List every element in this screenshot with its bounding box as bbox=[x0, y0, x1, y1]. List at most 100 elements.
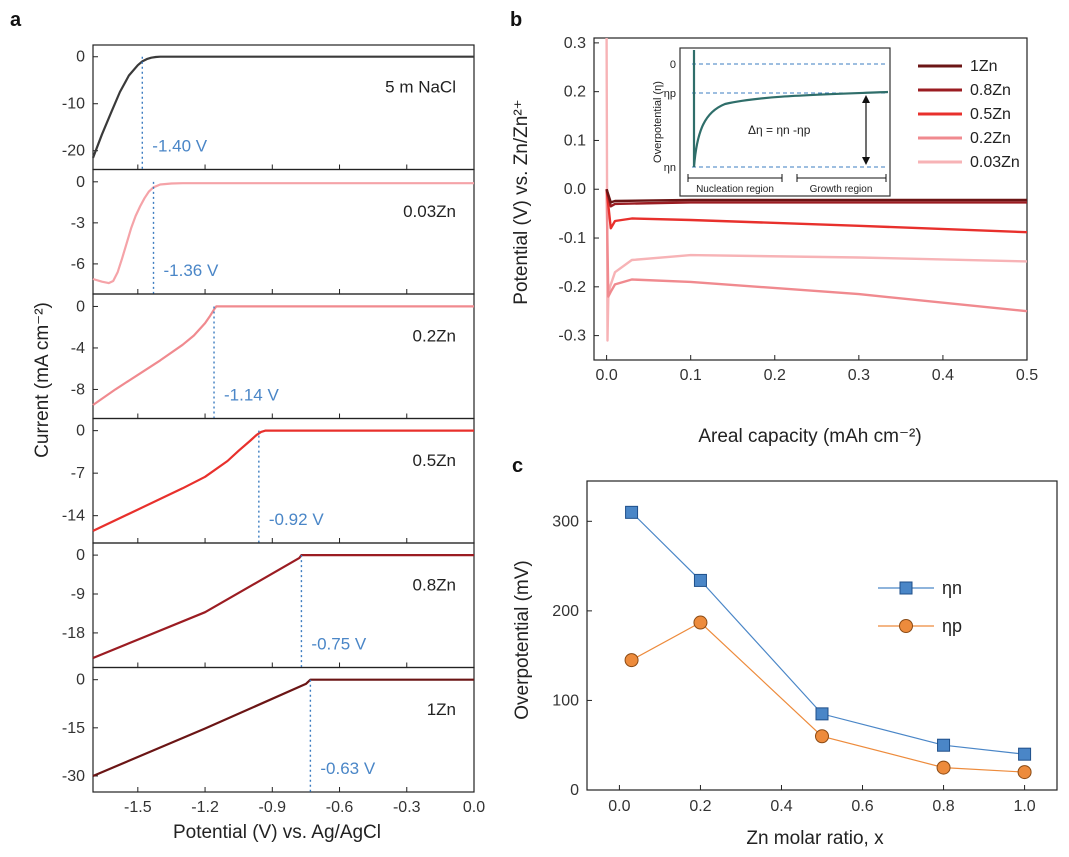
panel-a-xlabel: Potential (V) vs. Ag/AgCl bbox=[173, 822, 381, 843]
xtick-label: 0.1 bbox=[680, 367, 702, 384]
ytick-label: -3 bbox=[71, 215, 85, 232]
inset-ytick-etap: ηp bbox=[664, 88, 676, 100]
subplot-frame bbox=[92, 293, 475, 420]
ytick-label: -4 bbox=[71, 340, 85, 357]
series-line bbox=[92, 678, 474, 778]
xtick-label: 0.0 bbox=[463, 799, 485, 816]
ytick-label: 200 bbox=[552, 603, 579, 620]
legend-label: 1Zn bbox=[970, 58, 998, 75]
panel-c: 0.0 0.2 0.4 0.6 0.8 1.0 0 100 200 300 ηn ηp bbox=[552, 480, 1058, 815]
series-line bbox=[92, 554, 474, 660]
series-line-1 bbox=[631, 621, 1025, 773]
ytick-label: 0 bbox=[76, 672, 85, 689]
inset-ylabel: Overpotential (η) bbox=[652, 81, 664, 163]
xtick-label: 0.2 bbox=[764, 367, 786, 384]
subplot-label: 1Zn bbox=[427, 700, 456, 719]
xtick-label: -1.5 bbox=[124, 799, 152, 816]
ytick-label: 0.0 bbox=[564, 181, 586, 198]
legend-marker bbox=[899, 581, 913, 595]
xtick-label: 0.0 bbox=[608, 798, 630, 815]
subplot-frame bbox=[92, 666, 475, 793]
xtick-label: -0.9 bbox=[259, 799, 287, 816]
data-point bbox=[937, 738, 951, 752]
subplot-2: 0 -4 -8 -1.14 V 0.2Zn bbox=[71, 293, 475, 420]
ytick-label: -20 bbox=[62, 143, 85, 160]
panel-label-a: a bbox=[10, 9, 22, 31]
subplot-label: 5 m NaCl bbox=[385, 77, 456, 96]
panel-label-b: b bbox=[510, 9, 522, 31]
xtick-label: -0.6 bbox=[326, 799, 354, 816]
ytick-label: 0.2 bbox=[564, 84, 586, 101]
subplot-1: 0 -3 -6 -1.36 V 0.03Zn bbox=[71, 168, 475, 295]
panel-a: 0 -10 -20 -1.40 V 5 m NaCl 0 -3 -6 -1.36 V 0.03Zn… bbox=[62, 44, 485, 816]
ytick-label: -8 bbox=[71, 381, 85, 398]
panel-b-ylabel: Potential (V) vs. Zn/Zn²⁺ bbox=[511, 99, 532, 304]
subplot-label: 0.03Zn bbox=[403, 202, 456, 221]
data-point bbox=[1017, 765, 1032, 780]
ytick-label: -9 bbox=[71, 586, 85, 603]
panel-b-xlabel: Areal capacity (mAh cm⁻²) bbox=[698, 426, 921, 447]
panel-c-xlabel: Zn molar ratio, x bbox=[746, 828, 884, 849]
inset-region-nucleation: Nucleation region bbox=[696, 184, 774, 195]
series-line bbox=[91, 55, 474, 159]
series-line-0.5Zn bbox=[605, 189, 1028, 234]
inset-ytick-0: 0 bbox=[670, 59, 676, 71]
ytick-label: 0 bbox=[76, 423, 85, 440]
data-point bbox=[625, 505, 639, 519]
plot-frame bbox=[586, 480, 1058, 791]
inset-equation: Δη = ηn -ηp bbox=[748, 123, 811, 137]
ytick-label: -15 bbox=[62, 720, 85, 737]
subplot-label: 0.2Zn bbox=[413, 326, 456, 345]
subplot-frame bbox=[92, 542, 475, 669]
onset-annotation: -1.36 V bbox=[164, 261, 219, 280]
onset-annotation: -0.63 V bbox=[320, 759, 375, 778]
xtick-label: 0.4 bbox=[770, 798, 792, 815]
data-point bbox=[815, 729, 829, 744]
inset-frame bbox=[679, 47, 891, 197]
xtick-label: 0.8 bbox=[932, 798, 954, 815]
xtick-label: 1.0 bbox=[1013, 798, 1035, 815]
ytick-label: -18 bbox=[62, 625, 85, 642]
ytick-label: -30 bbox=[62, 768, 85, 785]
series-line-0.2Zn bbox=[605, 189, 1028, 313]
data-point bbox=[936, 760, 951, 775]
panel-b-inset: 0 ηp ηn Overpotential (η) Δη = ηn -ηp Nu… bbox=[652, 47, 891, 197]
subplot-5: 0 -15 -30 -0.63 V 1Zn bbox=[62, 666, 475, 793]
legend-label: 0.2Zn bbox=[970, 130, 1011, 147]
ytick-label: 0.1 bbox=[564, 132, 586, 149]
xtick-label: 0.6 bbox=[851, 798, 873, 815]
inset-ytick-etan: ηn bbox=[664, 162, 676, 174]
subplot-frame bbox=[92, 168, 475, 295]
data-point bbox=[1018, 747, 1032, 761]
legend-label: 0.8Zn bbox=[970, 82, 1011, 99]
ytick-label: 0 bbox=[76, 174, 85, 191]
xtick-label: 0.3 bbox=[848, 367, 870, 384]
legend-label: 0.5Zn bbox=[970, 106, 1011, 123]
legend-label: ηp bbox=[942, 616, 962, 636]
ytick-label: 0 bbox=[76, 547, 85, 564]
ytick-label: 0 bbox=[76, 298, 85, 315]
ytick-label: 100 bbox=[552, 692, 579, 709]
xtick-label: -1.2 bbox=[191, 799, 219, 816]
subplot-frame bbox=[92, 44, 475, 171]
onset-annotation: -0.92 V bbox=[269, 510, 324, 529]
panel-b: 0.0 0.1 0.2 0.3 0.4 0.5 0.3 0.2 0.1 0.0 -0.1 -0.2 -0… bbox=[558, 35, 1038, 384]
data-point bbox=[815, 707, 829, 721]
data-point bbox=[693, 573, 707, 587]
xtick-label: 0.2 bbox=[689, 798, 711, 815]
xtick-label: 0.4 bbox=[932, 367, 954, 384]
series-line-0.03Zn bbox=[605, 37, 1028, 342]
panel-label-c: c bbox=[512, 455, 523, 477]
subplot-label: 0.5Zn bbox=[413, 451, 456, 470]
subplot-0: 0 -10 -20 -1.40 V 5 m NaCl bbox=[62, 44, 475, 171]
ytick-label: -6 bbox=[71, 256, 85, 273]
series-line bbox=[92, 182, 474, 285]
inset-arrow-head-down bbox=[862, 157, 870, 165]
data-point bbox=[693, 615, 708, 630]
ytick-label: -10 bbox=[62, 96, 85, 113]
panel-c-ylabel: Overpotential (mV) bbox=[512, 560, 533, 719]
ytick-label: -0.1 bbox=[558, 230, 586, 247]
onset-annotation: -0.75 V bbox=[311, 635, 366, 654]
series-line-1Zn bbox=[605, 188, 1027, 204]
